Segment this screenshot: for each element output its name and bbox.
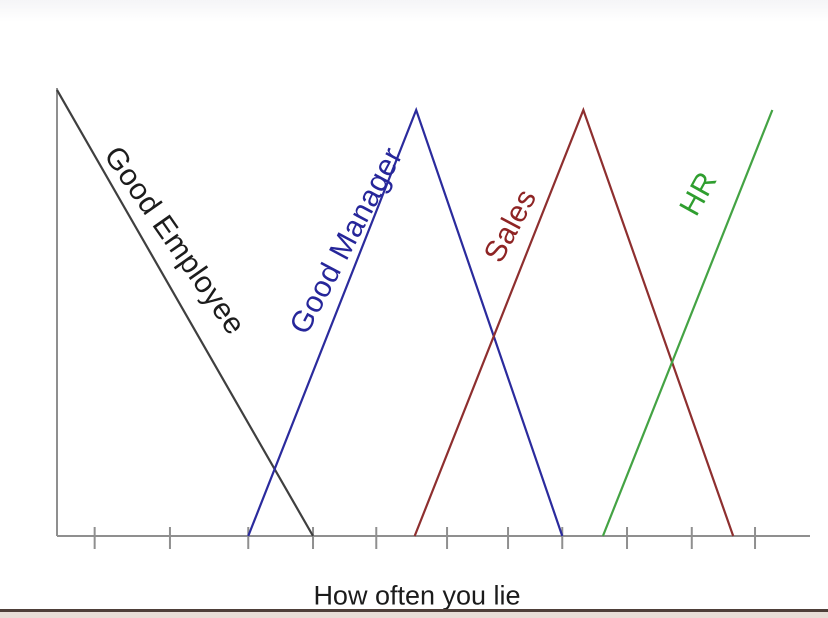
series-line-sales [413, 106, 735, 537]
x-axis-label: How often you lie [313, 580, 521, 611]
series-line-good-employee [56, 89, 314, 537]
bottom-band [0, 612, 828, 618]
bottom-accent-line [0, 609, 828, 612]
series-line-good-manager [247, 106, 564, 537]
series-line-hr [601, 109, 774, 537]
top-gradient-band [0, 0, 828, 22]
